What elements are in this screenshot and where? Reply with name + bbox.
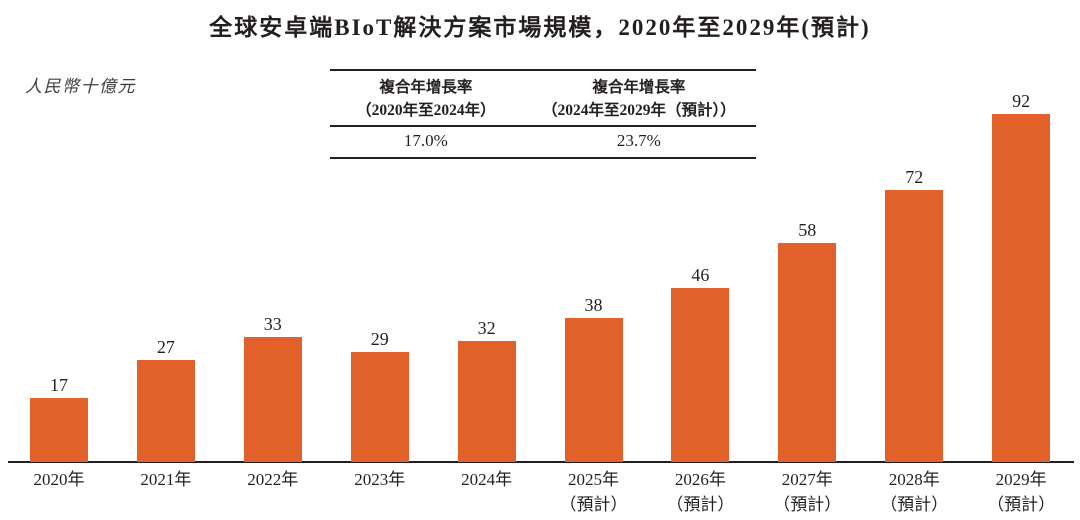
x-axis-label-forecast-note: （預計） bbox=[987, 495, 1056, 514]
bar-group: 92 bbox=[968, 91, 1074, 462]
x-axis-label: 2022年 bbox=[220, 467, 326, 492]
x-axis-label-forecast-note: （預計） bbox=[666, 495, 735, 514]
x-axis-label-forecast-note: （預計） bbox=[559, 495, 628, 514]
cagr-header-line: （2024年至2029年（預計）） bbox=[541, 102, 736, 119]
bar bbox=[778, 243, 837, 462]
bar-value-label: 29 bbox=[370, 329, 389, 349]
bar bbox=[671, 288, 730, 462]
cagr-value-2024-2029: 23.7% bbox=[616, 131, 661, 150]
bar bbox=[564, 318, 623, 462]
bar-value-label: 46 bbox=[691, 265, 710, 285]
bar-group: 38 bbox=[541, 295, 647, 462]
bar-group: 27 bbox=[113, 337, 219, 462]
x-axis-label: 2021年 bbox=[113, 467, 219, 492]
x-axis-label: 2024年 bbox=[434, 467, 540, 492]
x-axis-label-year: 2028年 bbox=[888, 470, 940, 489]
bar-value-label: 33 bbox=[263, 314, 282, 334]
x-axis-label-year: 2026年 bbox=[674, 470, 726, 489]
bar-group: 46 bbox=[647, 265, 753, 462]
bar-value-label: 27 bbox=[156, 337, 175, 357]
bar bbox=[350, 352, 409, 462]
bar bbox=[457, 341, 516, 462]
x-axis-label-year: 2021年 bbox=[140, 470, 192, 489]
x-axis-label: 2026年 （預計） bbox=[647, 467, 753, 517]
bar-group: 58 bbox=[754, 220, 860, 462]
bar-group: 29 bbox=[327, 329, 433, 462]
x-axis-label-year: 2023年 bbox=[354, 470, 406, 489]
bar bbox=[30, 398, 88, 462]
bar-value-label: 17 bbox=[50, 375, 68, 395]
x-axis-label-year: 2025年 bbox=[568, 470, 619, 489]
bar-value-label: 32 bbox=[477, 318, 496, 338]
bar-group: 17 bbox=[6, 375, 112, 462]
x-axis-label-forecast-note: （預計） bbox=[880, 495, 949, 514]
cagr-table: 複合年增長率 （2020年至2024年） 複合年增長率 （2024年至2029年… bbox=[330, 69, 756, 159]
cagr-header-line: （2020年至2024年） bbox=[356, 102, 496, 119]
bar-group: 32 bbox=[434, 318, 540, 462]
cagr-header-2020-2024: 複合年增長率 （2020年至2024年） bbox=[330, 76, 522, 122]
cagr-table-value-row: 17.0% 23.7% bbox=[330, 127, 756, 157]
x-axis-label: 2023年 bbox=[327, 467, 433, 492]
y-axis-unit-label: 人民幣十億元 bbox=[25, 77, 136, 96]
x-axis-label: 2029年 （預計） bbox=[968, 467, 1074, 517]
x-axis-label: 2028年 （預計） bbox=[861, 467, 967, 517]
cagr-table-header-row: 複合年增長率 （2020年至2024年） 複合年增長率 （2024年至2029年… bbox=[330, 71, 756, 127]
bar-value-label: 92 bbox=[1012, 91, 1031, 111]
bar-group: 72 bbox=[861, 167, 967, 462]
x-axis-label-year: 2029年 bbox=[995, 470, 1047, 489]
bar bbox=[992, 114, 1051, 462]
x-axis-label-year: 2020年 bbox=[33, 470, 85, 489]
bar-group: 33 bbox=[220, 314, 326, 462]
x-axis-label: 2027年 （預計） bbox=[754, 467, 860, 517]
x-axis-label-forecast-note: （預計） bbox=[773, 495, 842, 514]
bar bbox=[136, 360, 195, 462]
bar bbox=[885, 190, 944, 462]
x-axis-label-year: 2024年 bbox=[461, 470, 513, 489]
bar bbox=[243, 337, 302, 462]
x-axis-line bbox=[8, 461, 1074, 463]
x-axis-label: 2020年 bbox=[6, 467, 112, 492]
bar-value-label: 72 bbox=[905, 167, 924, 187]
x-axis-label-year: 2027年 bbox=[781, 470, 833, 489]
bar-value-label: 38 bbox=[584, 295, 603, 315]
chart-title: 全球安卓端BIoT解決方案市場規模，2020年至2029年(預計) bbox=[209, 15, 871, 40]
bar-value-label: 58 bbox=[798, 220, 817, 240]
cagr-header-2024-2029: 複合年增長率 （2024年至2029年（預計）） bbox=[522, 76, 756, 122]
x-axis-label-year: 2022年 bbox=[247, 470, 299, 489]
x-axis-label: 2025年 （預計） bbox=[541, 467, 647, 517]
cagr-header-line: 複合年增長率 bbox=[379, 79, 473, 96]
cagr-header-line: 複合年增長率 bbox=[592, 79, 686, 96]
cagr-value-2020-2024: 17.0% bbox=[403, 131, 448, 150]
